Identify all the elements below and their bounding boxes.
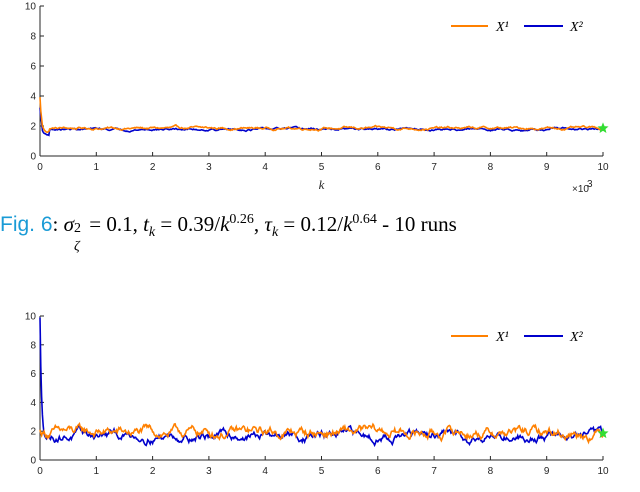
caption-tau: τ — [264, 212, 272, 236]
legend-label-x2: X² — [569, 330, 584, 345]
y-tick-label: 10 — [25, 312, 37, 323]
x-exponent-label: ×10 — [572, 184, 589, 195]
y-tick-label: 0 — [30, 152, 36, 163]
x-tick-label: 2 — [150, 466, 156, 477]
legend-label-x2: X² — [569, 20, 584, 35]
caption-colon: : — [52, 212, 64, 236]
caption-sigma: σ — [63, 212, 74, 236]
x-tick-label: 3 — [206, 162, 212, 173]
y-tick-label: 2 — [30, 122, 36, 133]
chart-bottom: 0 1 2 3 4 5 6 7 8 9 10 0 2 4 6 8 10 X¹ X² — [25, 312, 609, 478]
legend-label-x1: X¹ — [495, 330, 509, 345]
x-tick-label: 1 — [94, 162, 100, 173]
y-tick-label: 8 — [30, 32, 36, 43]
caption-sep: , — [253, 212, 265, 236]
series-line-1 — [39, 421, 604, 445]
caption-t-exp: 0.26 — [229, 212, 254, 227]
series-line-1 — [39, 97, 604, 133]
x-tick-label: 9 — [544, 162, 550, 173]
caption-runs: - 10 runs — [376, 212, 457, 236]
y-tick-label: 8 — [30, 340, 36, 351]
caption-tau-k: k — [343, 212, 353, 236]
caption-sigma-sup: 2 — [73, 221, 81, 236]
x-exponent-sup: 3 — [587, 179, 593, 190]
x-tick-label: 5 — [319, 162, 325, 173]
y-tick-label: 6 — [30, 369, 36, 380]
series-line-2 — [39, 107, 604, 137]
x-tick-label: 8 — [488, 466, 494, 477]
x-tick-label: 10 — [597, 466, 609, 477]
x-axis-label: k — [319, 177, 325, 192]
x-tick-label: 9 — [544, 466, 550, 477]
x-tick-label: 7 — [431, 466, 437, 477]
legend-label-x1: X¹ — [495, 20, 509, 35]
y-tick-label: 4 — [30, 398, 36, 409]
caption-sigma-sub: ζ — [73, 239, 80, 254]
caption-tau-exp: 0.64 — [352, 212, 377, 227]
y-tick-label: 2 — [30, 427, 36, 438]
x-tick-label: 8 — [488, 162, 494, 173]
x-tick-label: 4 — [262, 162, 268, 173]
x-tick-label: 3 — [206, 466, 212, 477]
plot-area — [39, 5, 604, 157]
caption-tau-sub: k — [271, 225, 279, 241]
caption-t: t — [143, 212, 149, 236]
x-tick-label: 4 — [262, 466, 268, 477]
end-star-marker — [597, 122, 609, 133]
x-tick-label: 0 — [37, 162, 43, 173]
x-tick-label: 2 — [150, 162, 156, 173]
x-tick-label: 6 — [375, 466, 381, 477]
y-tick-label: 0 — [30, 456, 36, 467]
x-tick-label: 7 — [431, 162, 437, 173]
x-tick-label: 6 — [375, 162, 381, 173]
series-line-2 — [39, 317, 604, 448]
x-tick-label: 5 — [319, 466, 325, 477]
y-tick-label: 10 — [25, 2, 37, 13]
x-tick-label: 0 — [37, 466, 43, 477]
caption-rest: = 0.1, — [83, 212, 144, 236]
y-tick-label: 4 — [30, 92, 36, 103]
caption-t-sub: k — [148, 225, 156, 241]
caption-t-k: k — [220, 212, 230, 236]
caption-fig-label[interactable]: Fig. 6 — [0, 213, 53, 236]
caption-tau-eq: = 0.12/ — [278, 212, 344, 236]
caption-t-eq: = 0.39/ — [155, 212, 221, 236]
end-star-marker — [597, 427, 609, 439]
x-tick-label: 10 — [597, 162, 609, 173]
y-tick-label: 6 — [30, 62, 36, 73]
x-tick-label: 1 — [94, 466, 100, 477]
